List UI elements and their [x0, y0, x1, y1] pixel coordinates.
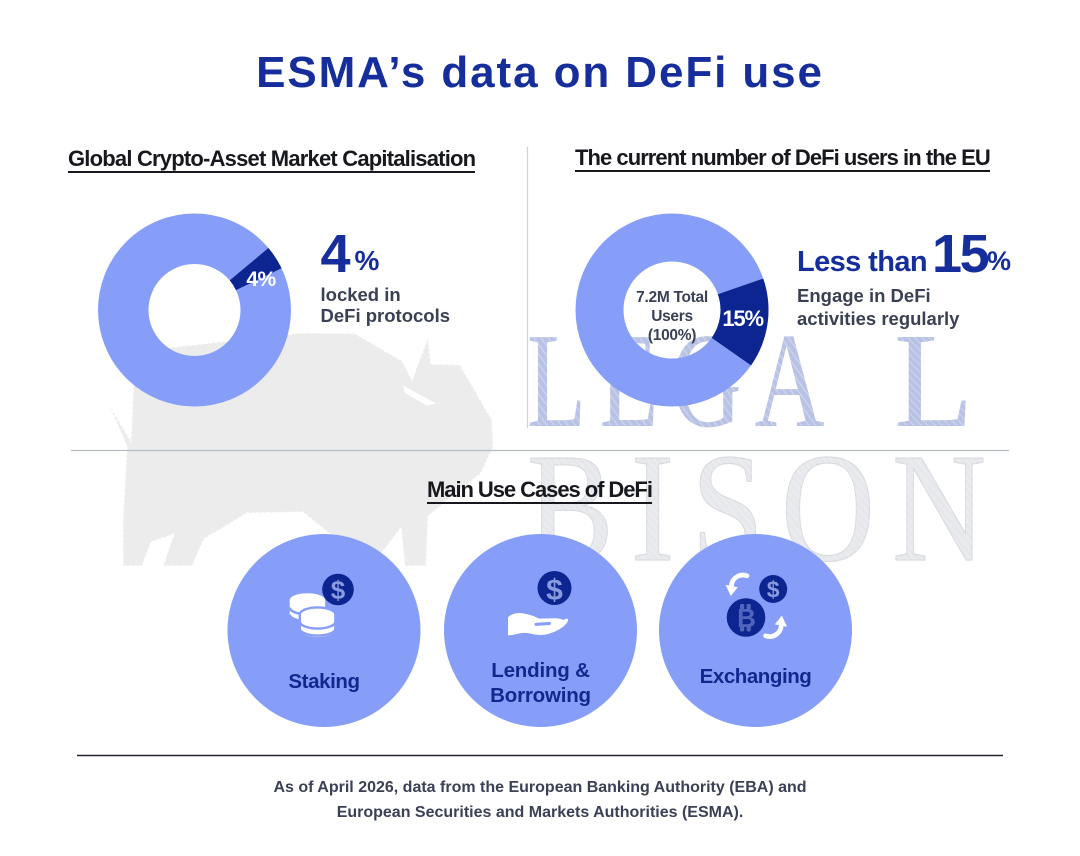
svg-text:$: $ [331, 575, 346, 605]
svg-text:$: $ [767, 577, 780, 603]
svg-text:B: B [737, 603, 755, 633]
svg-text:L: L [894, 304, 973, 455]
svg-text:$: $ [546, 574, 563, 607]
svg-text:L: L [894, 304, 973, 455]
